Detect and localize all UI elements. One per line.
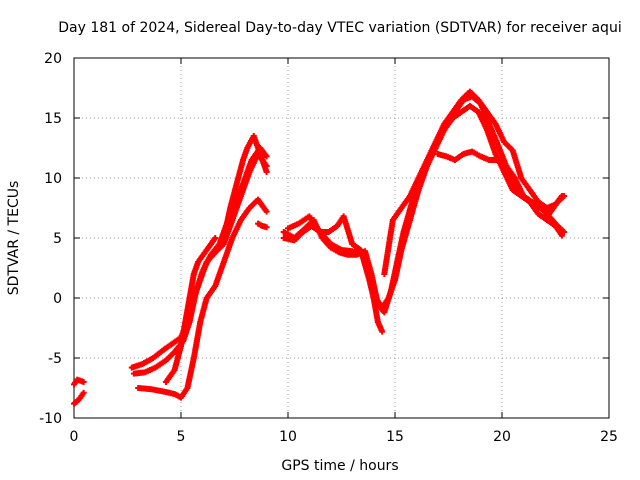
data-point (80, 389, 87, 396)
x-tick-label: 10 (279, 429, 297, 445)
y-tick-label: 20 (44, 51, 62, 67)
series-seg8 (255, 220, 270, 231)
chart-title: Day 181 of 2024, Sidereal Day-to-day VTE… (58, 20, 621, 36)
data-point (263, 208, 270, 215)
x-tick-label: 25 (600, 429, 618, 445)
x-tick-label: 15 (386, 429, 404, 445)
series-seg5 (135, 196, 270, 401)
data-point (561, 193, 568, 199)
series-seg9 (280, 93, 568, 316)
series-seg7 (220, 133, 270, 241)
y-tick-label: -5 (48, 351, 62, 367)
series-seg13 (434, 148, 568, 217)
series-seg11 (285, 103, 565, 311)
series-seg6 (163, 235, 219, 385)
data-point (80, 379, 87, 385)
series-seg2 (71, 389, 87, 407)
x-tick-label: 20 (493, 429, 511, 445)
data-points (71, 88, 568, 407)
y-tick-label: 15 (44, 111, 62, 127)
y-tick-label: 10 (44, 171, 62, 187)
data-point (379, 328, 386, 335)
x-axis-label: GPS time / hours (281, 458, 398, 474)
data-point (263, 169, 270, 175)
series-seg4 (130, 145, 270, 377)
x-tick-label: 0 (70, 429, 79, 445)
y-tick-label: -10 (39, 411, 62, 427)
data-point (263, 224, 270, 231)
x-tick-label: 5 (177, 429, 186, 445)
data-point (212, 235, 219, 241)
data-point (263, 153, 270, 160)
axis-ticks: 0 5 10 15 20 25 -10 -5 0 5 10 15 20 (39, 51, 618, 445)
y-tick-label: 5 (53, 231, 62, 247)
y-axis-label: SDTVAR / TECUs (6, 181, 22, 296)
series-seg1 (71, 376, 87, 388)
data-point (558, 232, 565, 239)
grid (74, 58, 609, 418)
series-seg12 (381, 88, 565, 277)
y-tick-label: 0 (53, 291, 62, 307)
